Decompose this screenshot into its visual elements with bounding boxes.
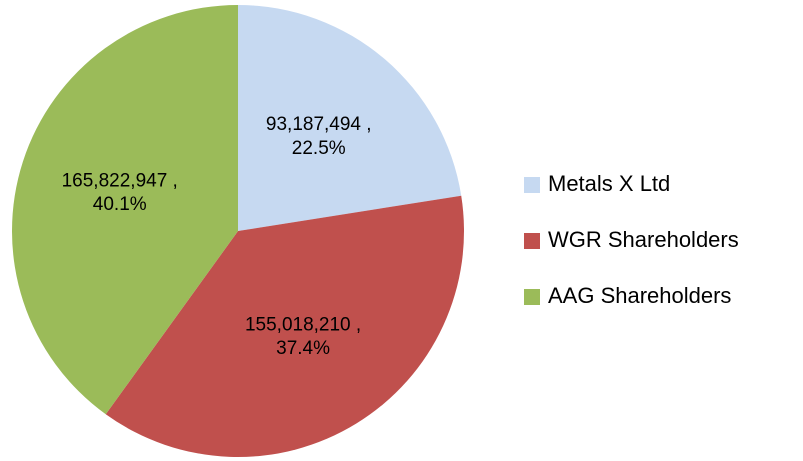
legend-label: Metals X Ltd (548, 171, 670, 196)
pie-slice (11, 5, 239, 415)
legend-label: WGR Shareholders (548, 227, 739, 252)
pie-slice (238, 5, 462, 231)
legend-swatch (524, 289, 540, 305)
legend-swatch (524, 233, 540, 249)
value-label: 93,187,494 , (266, 114, 372, 135)
percentage-label: 37.4% (276, 338, 330, 359)
value-label: 155,018,210 , (245, 315, 361, 336)
percentage-label: 22.5% (292, 138, 346, 159)
data-label: 165,822,947 , 40.1% (62, 170, 178, 215)
percentage-label: 40.1% (93, 194, 147, 215)
data-label: 93,187,494 , 22.5% (266, 114, 372, 159)
pie-slice (105, 195, 465, 458)
legend-swatch (524, 177, 540, 193)
data-label: 155,018,210 , 37.4% (245, 315, 361, 360)
legend-label: AAG Shareholders (548, 283, 731, 308)
value-label: 165,822,947 , (62, 170, 178, 191)
